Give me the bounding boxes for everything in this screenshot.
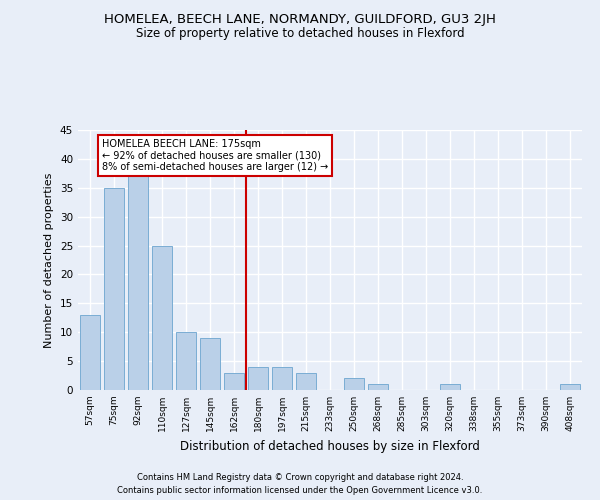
- Y-axis label: Number of detached properties: Number of detached properties: [44, 172, 55, 348]
- Bar: [248, 367, 268, 390]
- Text: HOMELEA BEECH LANE: 175sqm
← 92% of detached houses are smaller (130)
8% of semi: HOMELEA BEECH LANE: 175sqm ← 92% of deta…: [102, 138, 328, 172]
- Bar: [368, 384, 388, 390]
- Text: Contains HM Land Registry data © Crown copyright and database right 2024.: Contains HM Land Registry data © Crown c…: [137, 474, 463, 482]
- Text: HOMELEA, BEECH LANE, NORMANDY, GUILDFORD, GU3 2JH: HOMELEA, BEECH LANE, NORMANDY, GUILDFORD…: [104, 12, 496, 26]
- Bar: [440, 384, 460, 390]
- Bar: [104, 188, 124, 390]
- Bar: [272, 367, 292, 390]
- Bar: [296, 372, 316, 390]
- Bar: [560, 384, 580, 390]
- Bar: [200, 338, 220, 390]
- Bar: [80, 315, 100, 390]
- Bar: [176, 332, 196, 390]
- Text: Size of property relative to detached houses in Flexford: Size of property relative to detached ho…: [136, 28, 464, 40]
- Bar: [128, 176, 148, 390]
- Text: Contains public sector information licensed under the Open Government Licence v3: Contains public sector information licen…: [118, 486, 482, 495]
- Bar: [152, 246, 172, 390]
- X-axis label: Distribution of detached houses by size in Flexford: Distribution of detached houses by size …: [180, 440, 480, 452]
- Bar: [344, 378, 364, 390]
- Bar: [224, 372, 244, 390]
